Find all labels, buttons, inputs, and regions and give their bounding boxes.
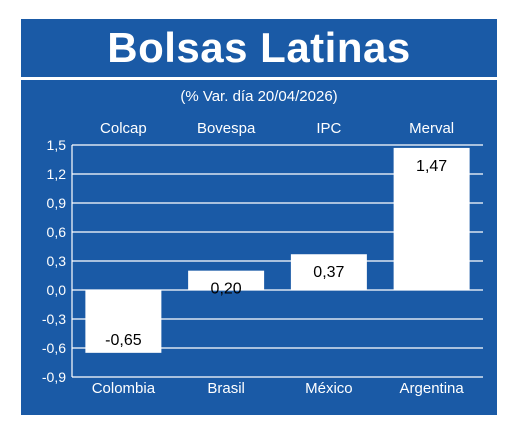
y-tick-label: -0,6: [42, 340, 66, 356]
x-tick-label: Brasil: [207, 380, 245, 397]
x-tick-label: Argentina: [400, 380, 465, 397]
y-tick-label: -0,3: [42, 311, 66, 327]
index-label: IPC: [316, 120, 341, 137]
data-label: 1,47: [416, 158, 447, 175]
y-tick-label: 0,3: [47, 253, 67, 269]
index-label: Merval: [409, 120, 454, 137]
data-label: 0,37: [313, 264, 344, 281]
data-label: -0,65: [105, 332, 142, 349]
bar: [85, 290, 162, 353]
bar: [290, 254, 367, 290]
y-tick-label: -0,9: [42, 369, 66, 385]
y-tick-label: 1,5: [47, 137, 67, 153]
title-bar: Bolsas Latinas: [21, 19, 497, 80]
y-tick-label: 0,6: [47, 224, 67, 240]
y-tick-label: 1,2: [47, 166, 67, 182]
y-tick-label: 0,9: [47, 195, 67, 211]
x-tick-label: Colombia: [92, 380, 156, 397]
index-label: Bovespa: [197, 120, 256, 137]
chart-title: Bolsas Latinas: [107, 24, 411, 71]
bar: [188, 270, 265, 290]
chart-subtitle: (% Var. día 20/04/2026): [180, 88, 338, 105]
x-tick-label: México: [305, 380, 353, 397]
bar: [393, 147, 470, 290]
index-label: Colcap: [100, 120, 147, 137]
y-tick-label: 0,0: [47, 282, 67, 298]
data-label: 0,20: [211, 281, 242, 298]
